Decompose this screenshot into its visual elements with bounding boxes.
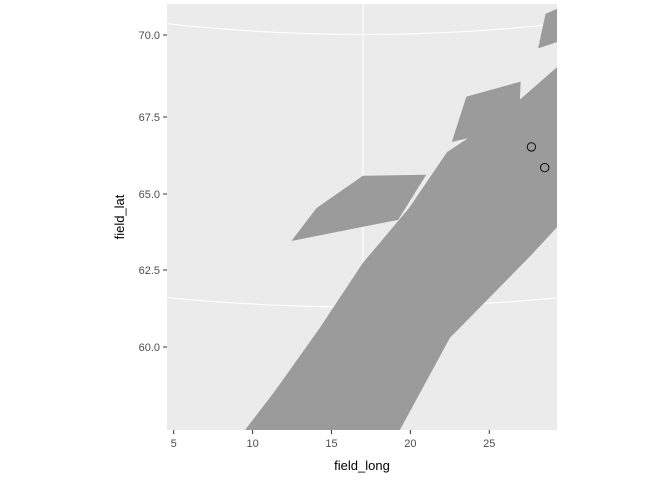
x-tick-label-4: 25 [483, 438, 495, 450]
y-tick-label-1: 62.5 [139, 265, 160, 277]
data-point-28 [650, 95, 658, 103]
x-axis-ticks: 5 10 15 20 25 [171, 430, 495, 450]
grid-parallel-3 [167, 297, 557, 308]
y-tick-label-0: 60.0 [139, 342, 160, 354]
grid-meridian-3 [593, 0, 672, 480]
grid-parallel-4 [167, 23, 557, 36]
data-point-24 [526, 142, 537, 152]
data-point-26 [564, 167, 572, 175]
data-point-27 [638, 86, 646, 94]
land-island-2 [538, 8, 557, 49]
y-tick-label-2: 65.0 [139, 189, 160, 201]
x-axis-title: field_long [334, 458, 390, 473]
y-tick-label-4: 70.0 [139, 30, 160, 42]
x-tick-label-2: 15 [325, 438, 337, 450]
y-axis-ticks: 60.0 62.5 65.0 67.5 70.0 [139, 30, 167, 354]
land-island-1 [451, 81, 521, 142]
x-tick-label-0: 5 [171, 438, 177, 450]
y-tick-label-3: 67.5 [139, 112, 160, 124]
land-island-0 [291, 174, 427, 241]
data-point-25 [540, 162, 550, 173]
x-tick-label-1: 10 [246, 438, 258, 450]
x-tick-label-3: 20 [404, 438, 416, 450]
y-axis-title: field_lat [112, 194, 127, 239]
